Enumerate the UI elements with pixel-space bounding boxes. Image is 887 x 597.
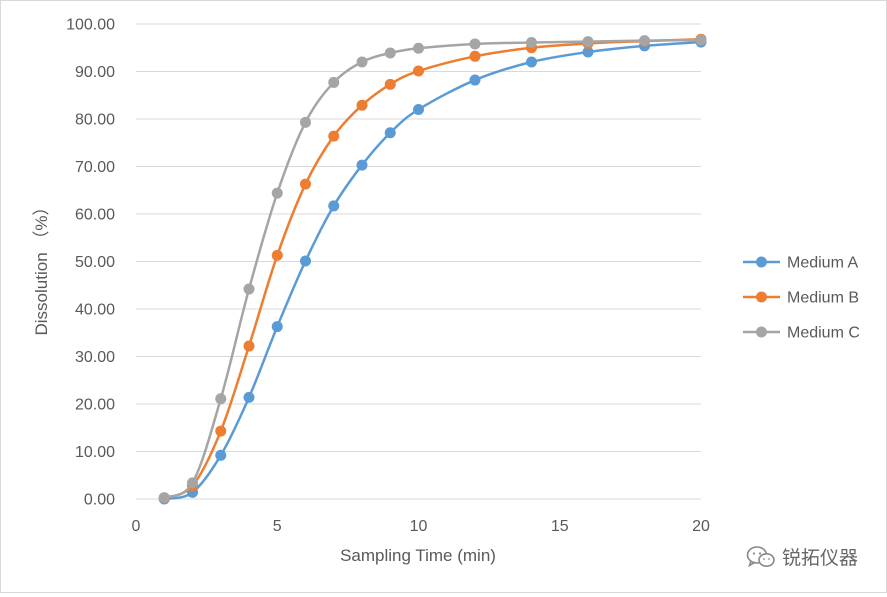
legend-item-medium-a: Medium A (743, 255, 858, 272)
legend-marker (756, 291, 767, 303)
data-point-medium-c (328, 76, 340, 88)
data-point-medium-c (158, 492, 170, 504)
x-tick-label: 15 (551, 518, 569, 535)
y-tick-label: 60.00 (75, 207, 115, 224)
legend-item-medium-c: Medium C (743, 325, 860, 342)
data-point-medium-b (356, 99, 368, 111)
series-medium-a (158, 36, 707, 505)
data-point-medium-c (356, 56, 368, 68)
data-point-medium-c (300, 116, 311, 128)
y-tick-label: 0.00 (84, 492, 115, 509)
y-tick-label: 40.00 (75, 302, 115, 319)
data-point-medium-c (271, 187, 283, 199)
data-point-medium-a (526, 56, 537, 68)
y-tick-label: 80.00 (75, 112, 115, 129)
y-tick-label: 70.00 (75, 159, 115, 176)
x-tick-label: 10 (410, 518, 428, 535)
data-point-medium-a (582, 46, 594, 58)
y-tick-label: 10.00 (75, 444, 115, 461)
y-tick-label: 100.00 (66, 17, 115, 34)
legend-item-medium-b: Medium B (743, 290, 859, 307)
data-point-medium-a (469, 74, 481, 86)
wechat-icon (746, 545, 775, 567)
data-point-medium-b (271, 249, 283, 261)
data-point-medium-a (300, 255, 311, 267)
x-axis-ticks: 0 5 10 15 20 (132, 518, 710, 535)
y-tick-label: 30.00 (75, 349, 115, 366)
legend-label: Medium A (787, 255, 858, 272)
data-point-medium-c (526, 37, 537, 49)
series-medium-c (158, 34, 707, 504)
data-point-medium-c (469, 38, 481, 50)
data-point-medium-c (582, 36, 594, 48)
legend: Medium A Medium B Medium C (743, 255, 860, 342)
data-point-medium-a (215, 449, 227, 461)
data-point-medium-b (215, 425, 227, 437)
data-point-medium-c (413, 42, 424, 54)
data-point-medium-a (271, 321, 283, 333)
x-tick-label: 20 (692, 518, 710, 535)
legend-label: Medium C (787, 325, 860, 342)
data-point-medium-a (413, 104, 424, 115)
data-point-medium-c (639, 35, 650, 47)
data-point-medium-b (243, 340, 255, 352)
data-point-medium-a (243, 391, 255, 403)
data-point-medium-a (328, 200, 340, 212)
y-tick-label: 20.00 (75, 397, 115, 414)
data-point-medium-b (469, 50, 481, 62)
data-point-medium-b (384, 78, 396, 90)
data-point-medium-c (384, 47, 396, 59)
data-point-medium-b (300, 178, 311, 190)
data-point-medium-c (215, 393, 227, 405)
x-tick-label: 0 (132, 518, 141, 535)
data-point-medium-b (328, 130, 340, 142)
legend-marker (756, 256, 767, 268)
series-medium-b (158, 33, 707, 504)
watermark: 锐拓仪器 (746, 543, 858, 570)
data-point-medium-c (187, 477, 198, 489)
series-line-medium-c (163, 38, 702, 499)
data-point-medium-a (384, 127, 396, 139)
watermark-text: 锐拓仪器 (781, 547, 858, 569)
data-point-medium-c (243, 283, 255, 295)
data-point-medium-b (413, 65, 424, 77)
data-series (158, 33, 707, 505)
series-line-medium-b (163, 37, 702, 500)
y-tick-label: 90.00 (75, 64, 115, 81)
data-point-medium-c (695, 34, 707, 46)
x-tick-label: 5 (273, 518, 282, 535)
legend-marker (756, 326, 767, 338)
y-tick-label: 50.00 (75, 254, 115, 271)
data-point-medium-a (356, 159, 368, 171)
series-line-medium-a (163, 40, 702, 501)
legend-label: Medium B (787, 290, 859, 307)
y-axis-label: Dissolution （%） (32, 199, 51, 336)
x-axis-label: Sampling Time (min) (340, 546, 496, 565)
y-axis-ticks: 0.00 10.00 20.00 30.00 40.00 50.00 60.00 70.00 8… (66, 17, 115, 509)
